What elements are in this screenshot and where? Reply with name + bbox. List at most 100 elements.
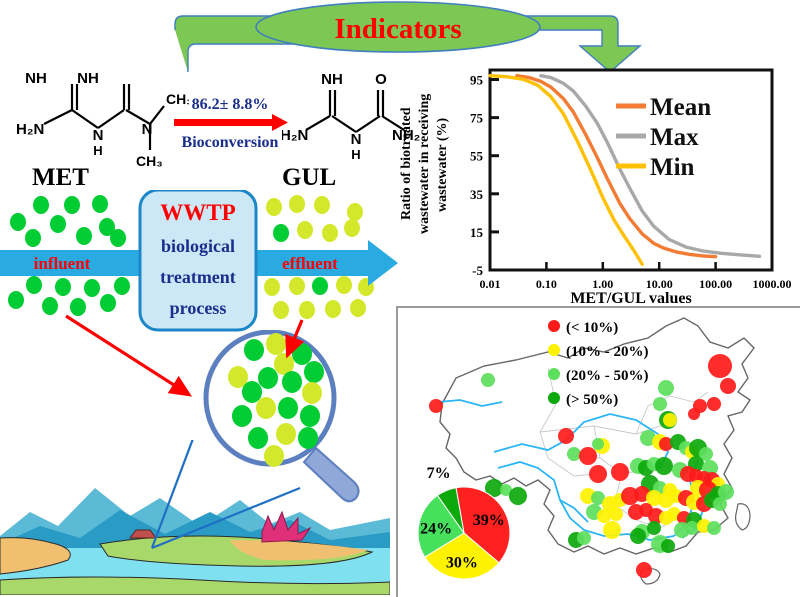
chart-xtick-3: 10.00 [646,277,673,291]
effluent-dots-bottom [264,276,374,319]
chart-x-ticks: 0.01 0.10 1.00 10.00 100.00 1000.00 [480,262,792,291]
effluent-label: effluent [282,254,338,273]
map-dot [718,484,734,500]
met-atom-ch3-top: CH₃ [166,91,189,107]
map-legend: (< 10%) (10% - 20%) (20% - 50%) (> 50%) [548,320,649,408]
chart-xtick-1: 0.10 [536,277,557,291]
map-dot [597,509,611,523]
map-dot [579,447,597,465]
map-legend-label-0: (< 10%) [566,320,618,336]
wwtp-line-1: treatment [160,267,236,287]
gul-atom-nh2: NH₂ [392,127,420,144]
pie-chart: 39% 30% 24% 7% [417,465,511,580]
map-dot [577,531,591,545]
chart-y-axis-label: Ratio of biotreated wastewater in receiv… [399,94,450,234]
indicators-banner: Indicators [174,1,642,72]
wwtp-title: WWTP [160,200,235,225]
map-dot [699,447,713,461]
pointer-arrow-effluent [285,319,305,359]
gul-label: GUL [282,164,337,191]
met-atom-ch3-bottom: CH₃ [136,153,163,169]
map-dot [658,380,674,396]
outfall-marker [261,510,312,543]
map-dot [591,491,605,505]
met-label: MET [32,164,89,191]
map-dot [653,397,667,411]
map-dot [603,521,621,539]
map-dot [661,539,675,553]
met-structure: NH NH H₂N N H N CH₃ CH₃ [16,70,189,169]
magnifying-glass [203,330,360,503]
map-dot [647,521,661,535]
chart-ytick-1: 15 [470,225,484,240]
map-panel: (< 10%) (10% - 20%) (20% - 50%) (> 50%) 39%… [396,306,800,597]
magnifier-sight-lines [150,440,301,550]
chart-xtick-5: 1000.00 [753,277,792,291]
arrow-effluent-to-lens [285,319,305,359]
arrow-influent-to-lens [65,314,193,397]
map-dot [589,465,607,483]
map-dot [592,438,604,450]
influent-band [0,250,140,276]
legend-label-min: Min [650,154,695,181]
map-dot [685,521,699,535]
pie-slice-2 [417,494,465,558]
map-legend-swatch-3 [548,392,560,404]
chart-xtick-4: 100.00 [699,277,732,291]
gul-atom-o: O [375,71,387,88]
map-dot [429,399,443,413]
chart-line-mean [515,74,718,259]
map-dot [708,354,732,378]
wwtp-line-0: biological [161,236,235,256]
gul-atom-h2n: H₂N [282,127,308,144]
influent-dots-bottom [8,276,130,316]
chart-ytick-5: 95 [470,73,484,88]
map-taiwan [735,503,751,531]
gul-atom-n: N [351,131,362,148]
flow-diagram: influent effluent WWT [0,190,398,332]
chart-line-max [539,74,762,258]
met-atom-n-right: N [142,121,153,138]
map-legend-swatch-1 [548,344,560,356]
chart-line-min [488,74,644,266]
pie-slice-0 [455,486,511,564]
map-dot [567,447,581,461]
map-legend-label-3: (> 50%) [566,392,618,408]
chart-ylabel-line-1: wastewater in receiving [417,94,432,234]
chart-ylabel-line-0: Ratio of biotreated [399,107,414,220]
effluent-band [255,240,398,286]
chart-ytick-4: 75 [470,111,484,126]
small-structure [129,529,157,539]
map-dot [485,479,503,497]
map-dot [707,521,721,535]
indicators-ellipse [255,1,541,53]
bioconversion-label: Bioconversion [182,134,279,151]
pie-label-2: 24% [420,520,452,537]
effluent-dots-top [266,195,363,242]
met-atom-n-mid: N [93,127,104,144]
map-data-points [429,354,736,578]
map-dot [720,378,736,394]
line-chart: Ratio of biotreated wastewater in receiv… [399,68,792,306]
bioconversion-arrow: 86.2± 8.8% Bioconversion [174,96,288,151]
chart-y-ticks: -5 15 35 55 75 95 [470,73,499,278]
map-dot [659,437,673,451]
chart-plot-frame [488,68,774,272]
chart-legend: Mean Max Min [616,94,711,181]
map-dot [609,507,623,521]
map-dot [636,562,652,578]
map-dot [688,408,700,420]
pie-slice-1 [424,532,500,580]
map-legend-label-1: (10% - 20%) [566,344,649,360]
influent-label: influent [34,254,91,273]
gul-atom-nh: NH [321,71,343,88]
chart-xtick-2: 1.00 [592,277,613,291]
map-legend-label-2: (20% - 50%) [566,368,649,384]
influent-dots-top [10,195,126,247]
chart-xtick-0: 0.01 [480,277,501,291]
map-dot [611,463,629,481]
gul-atom-h: H [351,147,360,162]
pie-slice-3 [436,487,465,534]
island-sand [230,540,368,561]
